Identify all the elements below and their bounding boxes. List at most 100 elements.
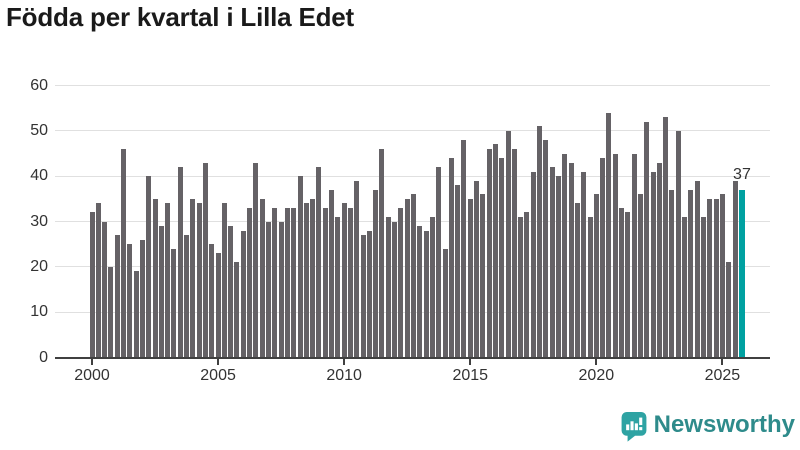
bar-quarter (114, 235, 120, 358)
x-axis-line (55, 356, 770, 359)
bar-quarter (404, 198, 410, 358)
bar-quarter (682, 216, 688, 358)
bar-quarter (171, 248, 177, 358)
bar-quarter (272, 207, 278, 358)
bar-quarter (385, 216, 391, 358)
bar-quarter (480, 194, 486, 358)
bar-quarter (644, 121, 650, 358)
bar-quarter (379, 148, 385, 358)
bar-quarter (310, 198, 316, 358)
bar-quarter (417, 226, 423, 358)
bar-quarter (499, 158, 505, 358)
bar-quarter (530, 171, 536, 358)
bar-quarter (291, 207, 297, 358)
bar-quarter (278, 221, 284, 358)
x-axis-tick (595, 358, 598, 365)
bar-quarter (373, 189, 379, 358)
y-axis-tick-label: 50 (30, 121, 48, 139)
bar-quarter (234, 262, 240, 358)
bar-quarter (259, 198, 265, 358)
bar-quarter (663, 117, 669, 358)
bar-quarter (524, 212, 530, 358)
bar-quarter (675, 130, 681, 358)
bar-quarter (398, 207, 404, 358)
bar-quarter (423, 230, 429, 358)
bar-quarter (429, 216, 435, 358)
bar-quarter (732, 180, 738, 358)
bar-quarter (442, 248, 448, 358)
bar-quarter (322, 207, 328, 358)
bar-quarter (392, 221, 398, 358)
bar-quarter (461, 139, 467, 358)
brand-name: Newsworthy (653, 411, 795, 438)
bar-quarter (316, 167, 322, 358)
bar-quarter (688, 189, 694, 358)
bar-quarter (215, 253, 221, 358)
bar-quarter (505, 130, 511, 358)
bar-quarter (165, 203, 171, 358)
bar-quarter (467, 198, 473, 358)
gridline-y40 (55, 175, 770, 177)
bar-quarter (158, 226, 164, 358)
brand-footer: Newsworthy (621, 412, 795, 442)
bar-quarter (247, 207, 253, 358)
bar-quarter (133, 271, 139, 358)
bar-quarter (184, 235, 190, 358)
bar-quarter (631, 153, 637, 358)
bar-quarter (474, 180, 480, 358)
bar-quarter (360, 235, 366, 358)
bar-quarter (366, 230, 372, 358)
bar-quarter (707, 198, 713, 358)
bar-quarter (202, 162, 208, 358)
bar-quarter (190, 198, 196, 358)
bar-quarter (108, 266, 114, 358)
bar-quarter (656, 162, 662, 358)
x-axis-tick-label: 2020 (578, 367, 615, 384)
bar-quarter (177, 167, 183, 358)
bar-quarter (102, 221, 108, 358)
bar-quarter (650, 171, 656, 358)
bar-quarter (543, 139, 549, 358)
bar-quarter (568, 162, 574, 358)
bar-quarter (625, 212, 631, 358)
bar-quarter (555, 176, 561, 358)
bar-quarter (492, 144, 498, 358)
bar-quarter (253, 162, 259, 358)
bar-quarter (284, 207, 290, 358)
x-axis-tick-label: 2025 (704, 367, 741, 384)
bar-quarter (146, 176, 152, 358)
x-axis-tick (721, 358, 724, 365)
y-axis-tick-label: 20 (30, 257, 48, 275)
bar-quarter (619, 207, 625, 358)
bar-quarter (121, 148, 127, 358)
x-axis-tick (217, 358, 220, 365)
x-axis-tick-label: 2000 (74, 367, 110, 384)
bar-quarter (297, 176, 303, 358)
bar-quarter (127, 244, 133, 358)
x-axis-tick (469, 358, 472, 365)
bar-quarter (537, 126, 543, 358)
newsworthy-logo-icon (621, 412, 647, 442)
gridline-y60 (55, 85, 770, 87)
y-axis-tick-label: 10 (30, 303, 48, 321)
bar-quarter (587, 216, 593, 358)
chart-title: Födda per kvartal i Lilla Edet (6, 2, 354, 32)
y-axis-tick-label: 40 (30, 167, 48, 185)
bar-quarter (266, 221, 271, 358)
bar-quarter (209, 244, 215, 358)
bar-highlight-latest-quarter (738, 189, 746, 358)
bar-quarter (455, 185, 461, 358)
bar-quarter (303, 203, 309, 358)
bar-quarter (221, 203, 227, 358)
x-axis-tick (91, 358, 93, 365)
gridline-y50 (55, 130, 770, 132)
highlight-value-label: 37 (733, 165, 751, 183)
bar-quarter (152, 198, 158, 358)
x-axis-tick-label: 2010 (326, 367, 362, 384)
bar-quarter (581, 171, 587, 358)
bar-quarter (562, 153, 568, 358)
bar-quarter (240, 230, 246, 358)
bar-quarter (329, 189, 335, 358)
bar-quarter (139, 239, 145, 358)
